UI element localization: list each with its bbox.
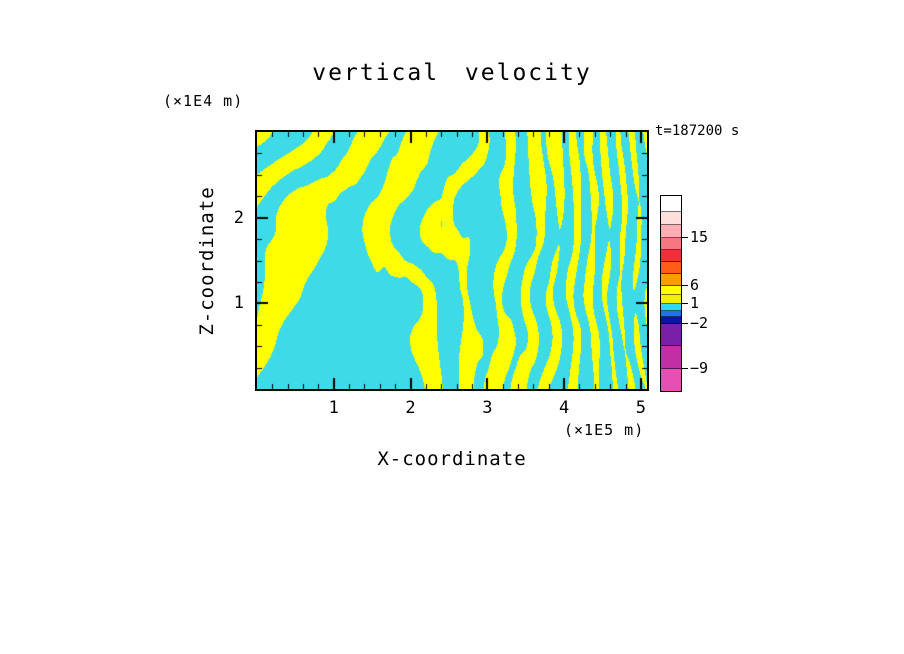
colorbar-segment	[661, 274, 681, 286]
z-tick-label: 1	[233, 293, 244, 314]
colorbar-tick	[682, 237, 688, 238]
colorbar-segment	[661, 304, 681, 311]
colorbar-segment	[661, 346, 681, 369]
colorbar-segment	[661, 324, 681, 346]
colorbar-label: −9	[690, 359, 709, 377]
colorbar-label: −2	[690, 314, 709, 332]
x-tick-label: 1	[328, 398, 339, 418]
colorbar-tick	[682, 368, 688, 369]
heatmap-canvas	[257, 132, 647, 389]
colorbar-segment	[661, 311, 681, 317]
colorbar-segment	[661, 262, 681, 274]
x-tick-label: 4	[558, 398, 570, 418]
colorbar-segment	[661, 238, 681, 250]
x-tick-label: 5	[635, 398, 646, 418]
colorbar-label: 6	[690, 276, 700, 294]
chart-title: vertical velocity	[312, 60, 592, 86]
colorbar-label: 15	[690, 228, 709, 246]
z-axis-title: Z-coordinate	[196, 186, 218, 336]
colorbar-segment	[661, 225, 681, 238]
colorbar	[660, 195, 682, 392]
colorbar-segment	[661, 286, 681, 295]
colorbar-tick	[682, 323, 688, 324]
colorbar-segment	[661, 317, 681, 324]
x-axis-title: X-coordinate	[377, 448, 527, 470]
colorbar-segment	[661, 250, 681, 262]
colorbar-label: 1	[690, 294, 700, 312]
x-tick-label: 3	[482, 398, 493, 418]
colorbar-tick	[682, 285, 688, 286]
colorbar-segment	[661, 369, 681, 391]
colorbar-segment	[661, 196, 681, 212]
colorbar-tick	[682, 303, 688, 304]
x-tick-label: 2	[405, 398, 416, 418]
plot-frame	[255, 130, 649, 391]
time-annotation: t=187200 s	[655, 123, 740, 139]
z-tick-label: 2	[233, 207, 244, 228]
colorbar-segment	[661, 295, 681, 304]
z-axis-units-label: (×1E4 m)	[163, 92, 244, 110]
x-axis-units-label: (×1E5 m)	[564, 421, 645, 439]
colorbar-segment	[661, 212, 681, 225]
